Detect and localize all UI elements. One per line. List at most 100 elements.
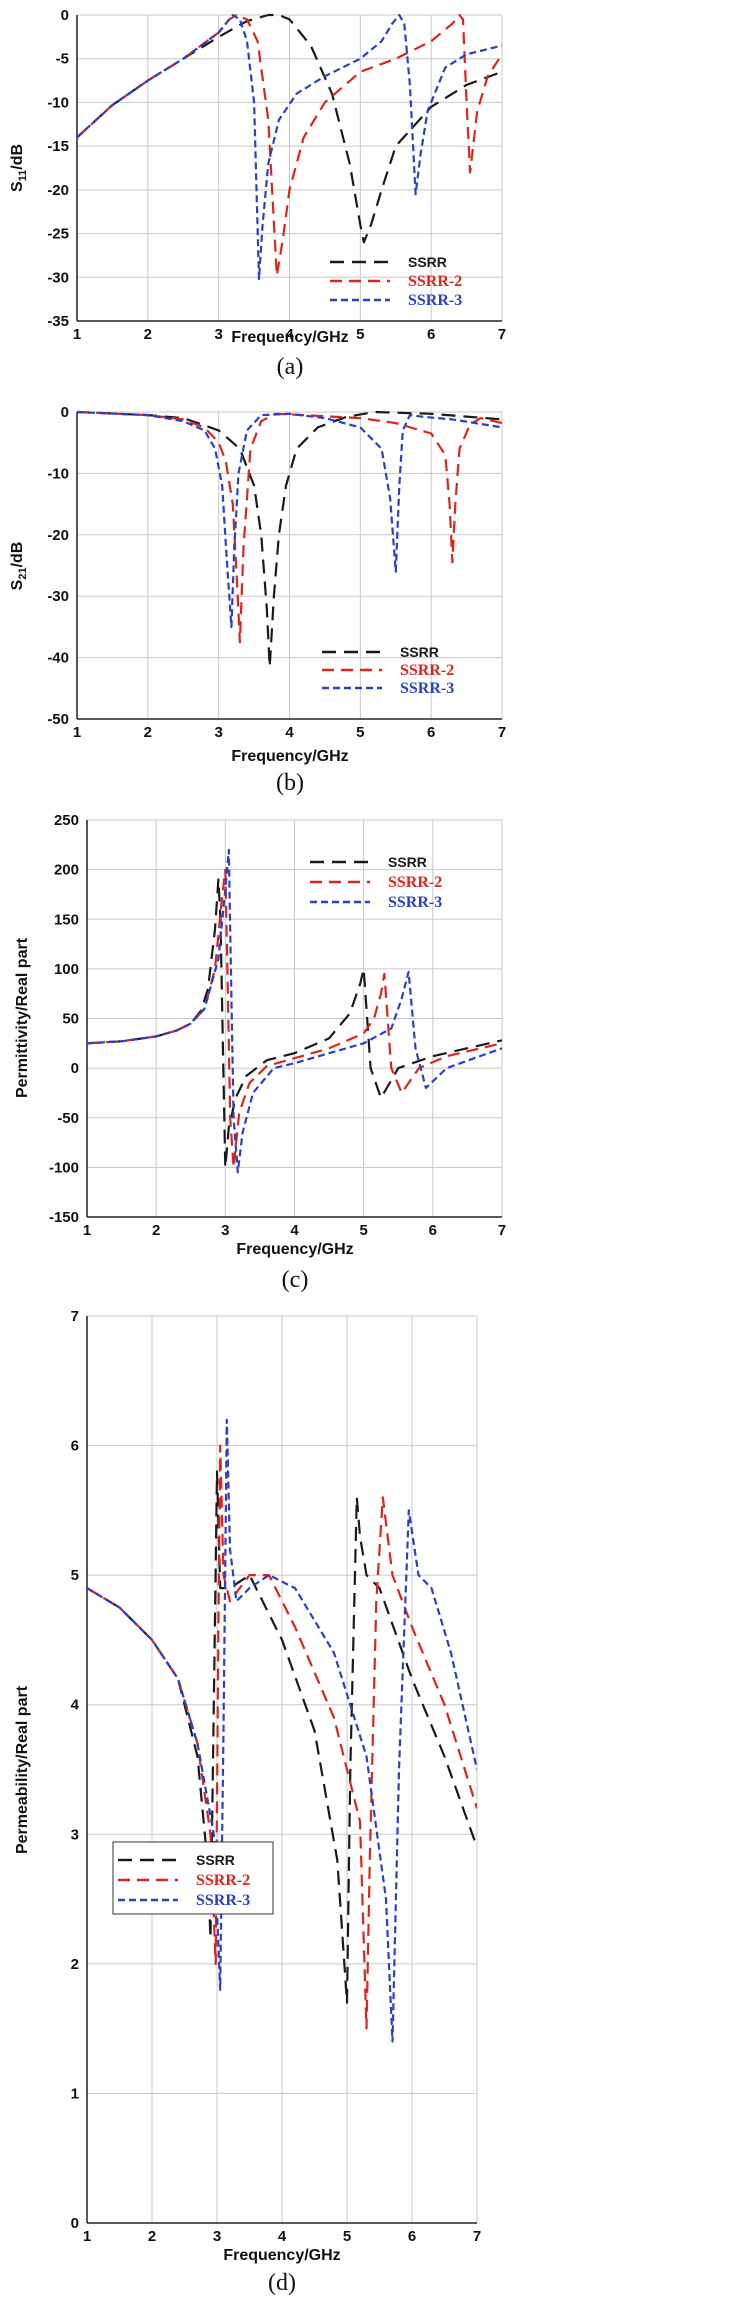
panel-b: 1 2 3 4 5 6 7-50-40-30-20-100SSRRSSRR-2SSRR-3 … [9, 404, 506, 796]
ytick-d-0: 0 [71, 2215, 79, 2232]
legend-label-b-ssrr-3: SSRR-3 [400, 680, 454, 697]
ytick-a-1: -30 [47, 269, 69, 286]
xlabel-a: Frequency/GHz [231, 329, 348, 346]
xtick-b-3: 4 [285, 724, 294, 741]
ytick-c-7: 200 [54, 862, 79, 879]
ytick-c-6: 150 [54, 911, 79, 928]
ylabel-b-unit: /dB [9, 542, 26, 568]
xtick-a-2: 3 [214, 326, 222, 343]
series-line-b-ssrr-3 [77, 410, 502, 629]
series-line-c-ssrr [87, 878, 502, 1169]
ylabel-a-sub: 11 [17, 170, 29, 182]
legend-label-a-ssrr: SSRR [408, 254, 447, 270]
xtick-c-1: 2 [152, 1222, 160, 1239]
ytick-c-0: -150 [49, 1209, 79, 1226]
ytick-a-3: -20 [47, 182, 69, 199]
ylabel-a: S11/dB [9, 144, 29, 192]
ytick-b-4: -10 [47, 465, 69, 482]
caption-a: (a) [277, 354, 304, 380]
xtick-b-6: 7 [498, 724, 506, 741]
ytick-a-6: -5 [56, 51, 69, 68]
xtick-b-2: 3 [214, 724, 222, 741]
xlabel-c: Frequency/GHz [236, 1241, 353, 1258]
xtick-d-3: 4 [278, 2228, 287, 2245]
xtick-c-0: 1 [83, 1222, 91, 1239]
xtick-a-1: 2 [144, 326, 152, 343]
ytick-b-3: -20 [47, 527, 69, 544]
ytick-c-8: 250 [54, 812, 79, 829]
ytick-b-2: -30 [47, 588, 69, 605]
xtick-c-4: 5 [359, 1222, 367, 1239]
xtick-a-6: 7 [498, 326, 506, 343]
xtick-d-6: 7 [473, 2228, 481, 2245]
xtick-d-1: 2 [148, 2228, 156, 2245]
ytick-c-3: 0 [71, 1060, 79, 1077]
ytick-b-5: 0 [61, 404, 69, 421]
ytick-d-1: 1 [71, 2085, 79, 2102]
xtick-c-5: 6 [429, 1222, 437, 1239]
series-line-d-ssrr-3 [87, 1418, 477, 2043]
series-line-a-ssrr-3 [77, 13, 502, 281]
xtick-b-0: 1 [73, 724, 81, 741]
ytick-c-2: -50 [57, 1110, 79, 1127]
ylabel-a-main: S [9, 181, 26, 192]
ytick-a-0: -35 [47, 313, 69, 330]
xtick-a-3: 4 [285, 326, 294, 343]
xtick-a-0: 1 [73, 326, 81, 343]
ylabel-b: S21/dB [9, 542, 29, 591]
caption-c: (c) [282, 1267, 309, 1293]
plot-c: 1 2 3 4 5 6 7 -150 -100 -50 0 50 100 150 200 250 SSRR SSR… [49, 812, 506, 1239]
legend-label-c-ssrr-2: SSRR-2 [388, 874, 442, 891]
xtick-d-2: 3 [213, 2228, 221, 2245]
legend-box-d [112, 1841, 274, 1915]
legend-label-d-ssrr: SSRR [196, 1852, 235, 1868]
xlabel-b: Frequency/GHz [231, 748, 348, 765]
xtick-a-5: 6 [427, 326, 435, 343]
ytick-d-2: 2 [71, 1956, 79, 1973]
ylabel-d: Permeability/Real part [14, 1685, 31, 1854]
caption-d: (d) [268, 2270, 296, 2296]
ytick-a-5: -10 [47, 94, 69, 111]
series-line-c-ssrr-2 [87, 868, 502, 1169]
panel-a: 1 2 3 4 5 6 7-35-30-25-20-15-10-50SSRRSSRR-2SS… [9, 7, 506, 380]
legend-label-d-ssrr-3: SSRR-3 [196, 1892, 250, 1909]
xtick-b-4: 5 [356, 724, 364, 741]
ylabel-a-unit: /dB [9, 144, 26, 170]
xtick-b-1: 2 [144, 724, 152, 741]
ylabel-b-main: S [9, 579, 26, 590]
panel-c: 1 2 3 4 5 6 7 -150 -100 -50 0 50 100 150 200 250 SSRR SSR… [14, 812, 506, 1293]
ytick-d-4: 4 [71, 1697, 80, 1714]
ytick-c-1: -100 [49, 1159, 79, 1176]
ytick-d-5: 5 [71, 1567, 79, 1584]
xtick-c-2: 3 [221, 1222, 229, 1239]
legend-label-b-ssrr-2: SSRR-2 [400, 662, 454, 679]
ylabel-b-sub: 21 [17, 567, 29, 579]
ytick-d-7: 7 [71, 1308, 79, 1325]
xtick-c-6: 7 [498, 1222, 506, 1239]
xtick-b-5: 6 [427, 724, 435, 741]
plot-a: 1 2 3 4 5 6 7 -35 -30 -25 -20 -15 -10 -5 0 SSRR SSRR-2 SS… [47, 7, 506, 343]
xtick-d-0: 1 [83, 2228, 91, 2245]
series-line-b-ssrr [77, 410, 502, 668]
series-line-d-ssrr [87, 1470, 477, 2004]
ytick-a-2: -25 [47, 226, 69, 243]
legend-label-a-ssrr-2: SSRR-2 [408, 273, 462, 290]
ytick-c-5: 100 [54, 961, 79, 978]
legend-label-d-ssrr-2: SSRR-2 [196, 1872, 250, 1889]
ytick-c-4: 50 [62, 1011, 79, 1028]
ytick-d-6: 6 [71, 1438, 79, 1455]
legend-label-a-ssrr-3: SSRR-3 [408, 292, 462, 309]
xlabel-d: Frequency/GHz [223, 2247, 340, 2264]
legend-label-b-ssrr: SSRR [400, 644, 439, 660]
ytick-a-4: -15 [47, 138, 69, 155]
legend-label-c-ssrr-3: SSRR-3 [388, 894, 442, 911]
xtick-c-3: 4 [290, 1222, 299, 1239]
caption-b: (b) [276, 770, 304, 796]
ytick-b-0: -50 [47, 711, 69, 728]
legend-label-c-ssrr: SSRR [388, 854, 427, 870]
ytick-b-1: -40 [47, 650, 69, 667]
